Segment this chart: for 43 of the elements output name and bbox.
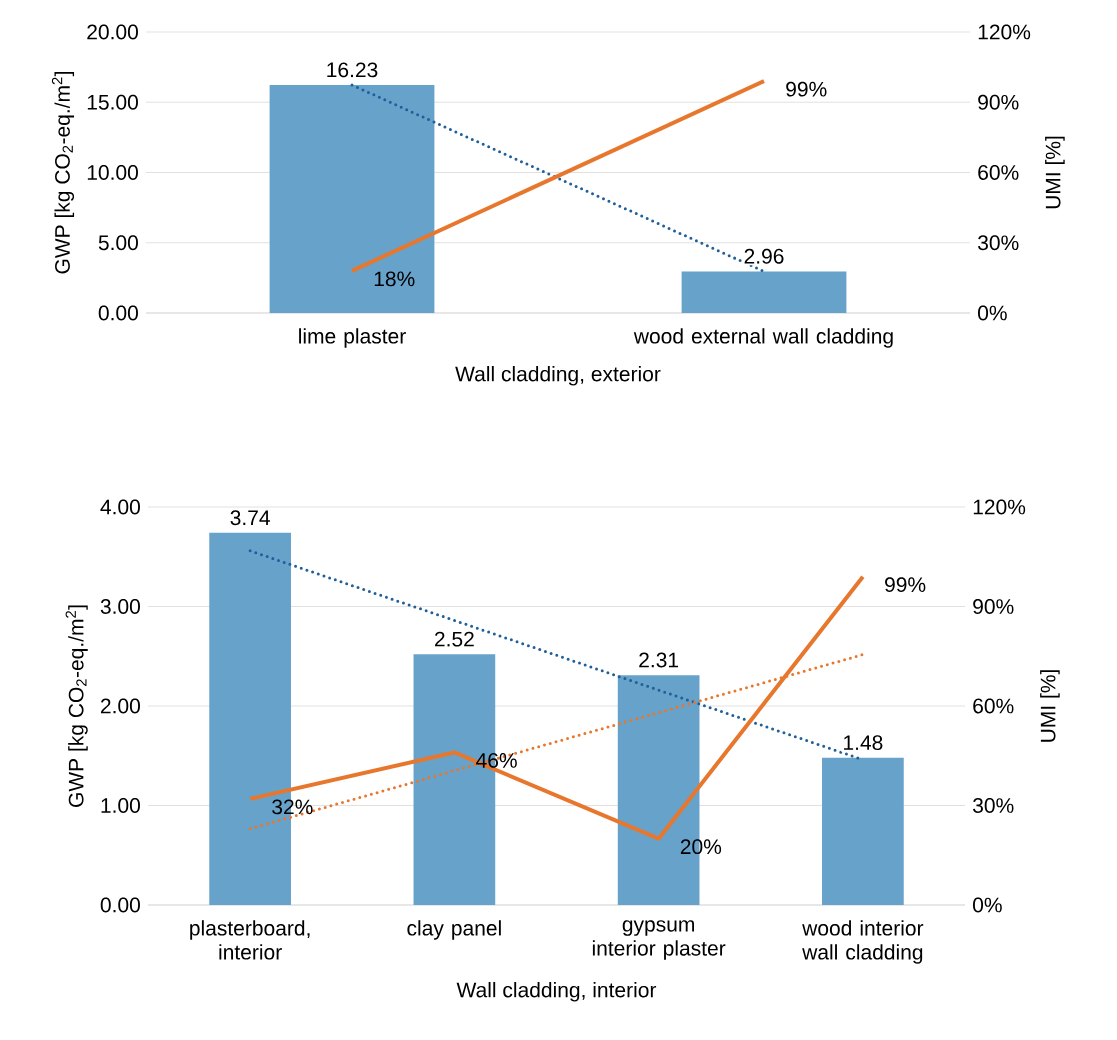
y-tick-label: 10.00 — [87, 165, 138, 180]
data-label: 99% — [885, 577, 926, 593]
bar — [822, 757, 904, 905]
y2-tick-label: 90% — [973, 599, 1014, 614]
data-label: 1.48 — [844, 735, 883, 751]
data-label: 3.74 — [230, 510, 270, 526]
x-tick-label: wood external wall cladding — [633, 328, 893, 348]
y2-tick-label: 90% — [978, 94, 1019, 110]
y2-tick-label: 0% — [978, 305, 1007, 321]
data-label: 32% — [272, 799, 313, 815]
x-tick-label: clay panel — [407, 920, 501, 940]
y2-tick-label: 60% — [973, 698, 1014, 714]
data-label: 2.96 — [744, 248, 784, 264]
y-axis-title: GWP [kg CO$_{2}$-eq./m$^{2}$] — [65, 605, 88, 807]
x-tick-label: wood interior wall cladding — [802, 920, 924, 964]
y-axis-title: GWP [kg CO$_{2}$-eq./m$^{2}$] — [51, 71, 75, 274]
x-axis-title: Wall cladding, exterior — [455, 365, 661, 386]
data-label: 18% — [374, 271, 415, 287]
y-tick-label: 20.00 — [87, 24, 138, 40]
y-tick-label: 2.00 — [100, 698, 140, 714]
x-tick-label: plasterboard, interior — [190, 920, 310, 960]
data-label: 99% — [786, 81, 827, 97]
y-tick-label: 5.00 — [98, 235, 138, 251]
y2-tick-label: 120% — [978, 24, 1031, 40]
y2-tick-label: 60% — [978, 165, 1019, 180]
y2-tick-label: 120% — [973, 499, 1026, 515]
x-axis-title: Wall cladding, interior — [456, 981, 657, 1002]
y-tick-label: 3.00 — [100, 599, 140, 614]
y2-axis-title: UMI [%] — [1040, 670, 1060, 742]
x-tick-label: gypsum interior plaster — [592, 920, 726, 960]
y-tick-label: 1.00 — [101, 798, 140, 813]
y-tick-label: 4.00 — [100, 499, 140, 515]
x-tick-label: lime plaster — [299, 328, 406, 348]
y-tick-label: 0.00 — [100, 897, 140, 913]
data-label: 16.23 — [327, 62, 378, 78]
y2-tick-label: 30% — [978, 235, 1019, 251]
y2-tick-label: 0% — [973, 897, 1002, 913]
data-label: 2.31 — [639, 652, 679, 668]
data-label: 2.52 — [434, 631, 474, 647]
y2-axis-title: UMI [%] — [1045, 136, 1065, 209]
y-tick-label: 15.00 — [87, 94, 138, 110]
y-tick-label: 0.00 — [98, 305, 138, 321]
y2-tick-label: 30% — [973, 798, 1014, 813]
